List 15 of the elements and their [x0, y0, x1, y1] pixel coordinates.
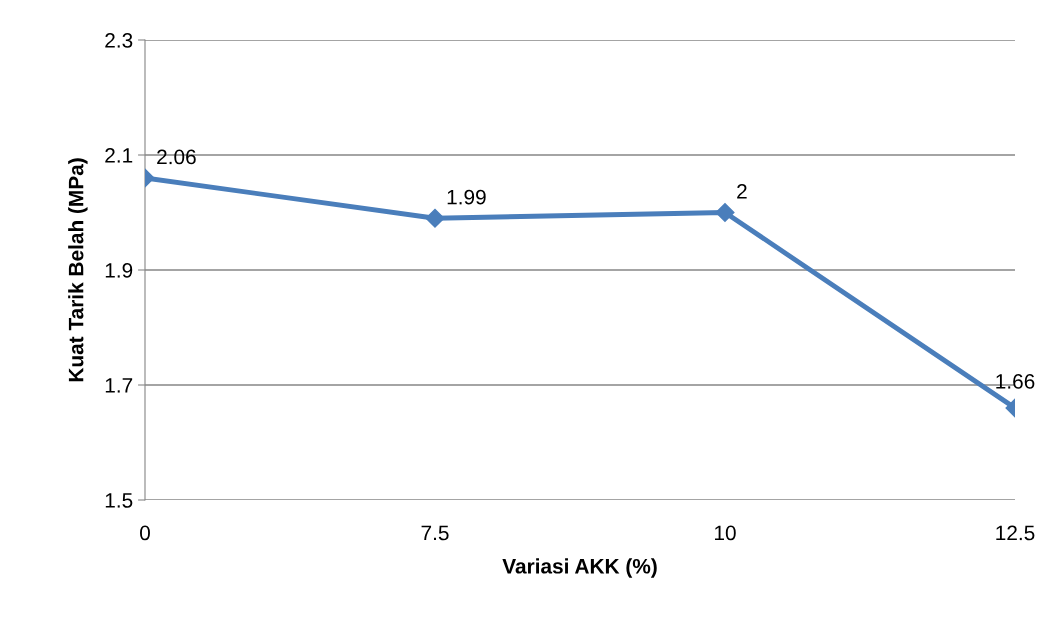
y-tick-label: 1.9 — [105, 263, 133, 278]
data-label: 2.06 — [157, 149, 196, 165]
y-tick-label: 2.1 — [105, 148, 133, 163]
data-label: 1.66 — [996, 374, 1035, 389]
y-axis-title: Kuat Tarik Belah (MPa) — [68, 158, 88, 382]
x-tick-label: 0 — [140, 525, 150, 541]
y-tick-label: 1.7 — [105, 378, 133, 393]
y-tick-label: 1.5 — [105, 493, 133, 508]
data-label: 1.99 — [447, 189, 486, 205]
x-axis-title: Variasi AKK (%) — [502, 558, 657, 578]
data-label: 2 — [737, 184, 747, 199]
y-tick-label: 2.3 — [105, 33, 133, 48]
x-tick-label: 10 — [715, 525, 736, 541]
x-tick-label: 12.5 — [996, 525, 1035, 541]
x-tick-label: 7.5 — [421, 525, 449, 541]
